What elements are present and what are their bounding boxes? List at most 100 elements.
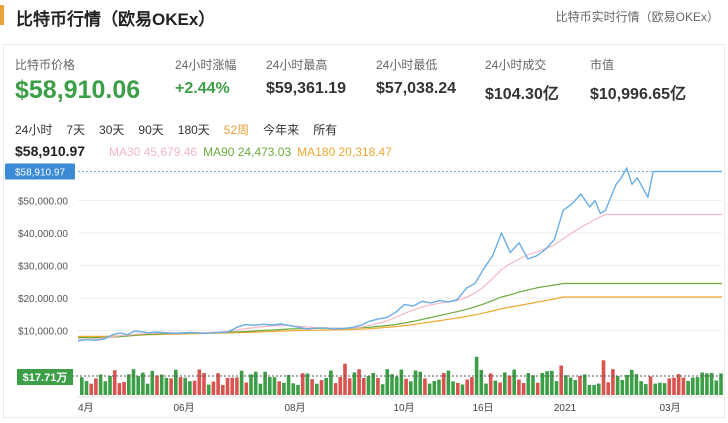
- volume-bar: [108, 376, 112, 395]
- volume-bar: [291, 383, 296, 395]
- volume-bar: [159, 374, 164, 395]
- stat-market-cap-label: 市值: [590, 58, 615, 72]
- volume-bar: [531, 375, 535, 395]
- volume-bar: [681, 377, 686, 395]
- x-tick-label: 10月: [393, 402, 414, 414]
- volume-bar: [352, 372, 357, 395]
- volume-bar: [592, 384, 596, 395]
- volume-bar: [192, 380, 197, 395]
- y-tick-label: $40,000.00: [18, 229, 68, 240]
- volume-bar: [714, 380, 719, 395]
- volume-bar: [658, 382, 662, 395]
- volume-bar: [545, 371, 549, 395]
- volume-bar: [667, 378, 672, 395]
- stat-price: 比特币价格 $58,910.06: [15, 56, 140, 105]
- legend-ma30: MA30 45,679.46: [109, 145, 198, 159]
- stats-row: 比特币价格 $58,910.06 24小时涨幅 +2.44% 24小时最高 $5…: [15, 56, 715, 105]
- volume-bar: [211, 381, 216, 395]
- volume-bar: [512, 369, 516, 395]
- volume-bar: [394, 376, 399, 395]
- volume-bar: [315, 383, 319, 395]
- volume-bar: [206, 384, 211, 395]
- volume-bar: [535, 382, 540, 395]
- volume-bar: [390, 374, 394, 395]
- x-tick-label: 08月: [284, 402, 305, 414]
- volume-bar: [554, 381, 559, 395]
- volume-bar: [526, 373, 531, 395]
- current-price-tag: [5, 163, 75, 180]
- volume-bar: [456, 383, 460, 395]
- volume-bar: [441, 373, 446, 395]
- volume-bar: [300, 373, 305, 395]
- volume-tag-label: $17.71万: [23, 371, 68, 384]
- volume-bar: [517, 379, 521, 395]
- page-header: 比特币行情（欧易OKEx） 比特币实时行情（欧易OKEx）: [0, 0, 728, 32]
- range-tab-24h[interactable]: 24小时: [15, 123, 53, 137]
- current-price-tag-label: $58,910.97: [15, 168, 65, 179]
- volume-bar: [399, 369, 404, 395]
- realtime-quote-link[interactable]: 比特币实时行情（欧易OKEx）: [555, 10, 719, 24]
- volume-bar: [235, 377, 239, 395]
- range-tab-30d[interactable]: 30天: [99, 123, 125, 137]
- volume-bar: [385, 369, 390, 395]
- volume-bar: [488, 373, 493, 395]
- volume-bar: [305, 373, 310, 395]
- stat-low: 24小时最低 $57,038.24: [376, 56, 456, 98]
- stat-volume-label: 24小时成交: [485, 58, 547, 72]
- volume-bar: [470, 377, 474, 395]
- volume-bar: [272, 377, 277, 395]
- range-tab-ytd[interactable]: 今年来: [263, 123, 300, 137]
- volume-bar: [84, 381, 89, 395]
- volume-bar: [145, 383, 150, 395]
- volume-bar: [719, 373, 723, 395]
- volume-bar: [418, 371, 422, 395]
- volume-bar: [347, 378, 352, 395]
- volume-bar: [230, 377, 234, 395]
- volume-bar: [324, 378, 328, 395]
- volume-bar: [601, 360, 606, 395]
- stat-high: 24小时最高 $59,361.19: [266, 56, 346, 98]
- volume-bar: [188, 381, 192, 395]
- volume-bar: [329, 370, 333, 395]
- stat-market-cap-value: $10,996.65亿: [590, 86, 687, 103]
- legend-price: $58,910.97: [15, 143, 86, 159]
- volume-bar: [648, 376, 653, 395]
- stat-volume-value: $104.30亿: [485, 86, 559, 103]
- volume-bar: [178, 377, 183, 395]
- volume-tag: [17, 369, 73, 385]
- stat-low-label: 24小时最低: [376, 58, 438, 72]
- page-title: 比特币行情（欧易OKEx）: [16, 10, 216, 29]
- volume-bar: [277, 381, 281, 395]
- volume-bar: [672, 377, 676, 395]
- range-tab-180d[interactable]: 180天: [177, 123, 210, 137]
- volume-bar: [263, 371, 267, 395]
- volume-bar: [141, 372, 145, 395]
- range-tab-90d[interactable]: 90天: [138, 123, 164, 137]
- volume-bar: [578, 375, 582, 395]
- volume-bar: [112, 370, 117, 395]
- volume-bar: [319, 380, 324, 395]
- range-tab-7d[interactable]: 7天: [66, 123, 86, 137]
- range-tab-all[interactable]: 所有: [313, 123, 338, 137]
- volume-bar: [625, 374, 629, 395]
- volume-bar: [174, 369, 178, 395]
- volume-bar: [94, 378, 98, 395]
- volume-bar: [89, 383, 93, 395]
- volume-bar: [404, 378, 408, 395]
- volume-bar: [258, 383, 263, 395]
- volume-bar: [700, 372, 704, 395]
- range-tab-52w[interactable]: 52周: [223, 123, 250, 137]
- volume-bar: [709, 372, 714, 395]
- volume-bar: [479, 369, 484, 395]
- market-card: [3, 44, 725, 418]
- volume-bar: [253, 371, 258, 395]
- volume-bar: [150, 370, 155, 395]
- volume-bar: [338, 377, 343, 395]
- header-accent-bar: [0, 5, 4, 25]
- volume-bar: [197, 369, 202, 395]
- volume-bar: [268, 377, 272, 395]
- x-tick-label: 06月: [173, 402, 194, 414]
- volume-bar: [216, 373, 220, 395]
- volume-bar: [225, 377, 230, 395]
